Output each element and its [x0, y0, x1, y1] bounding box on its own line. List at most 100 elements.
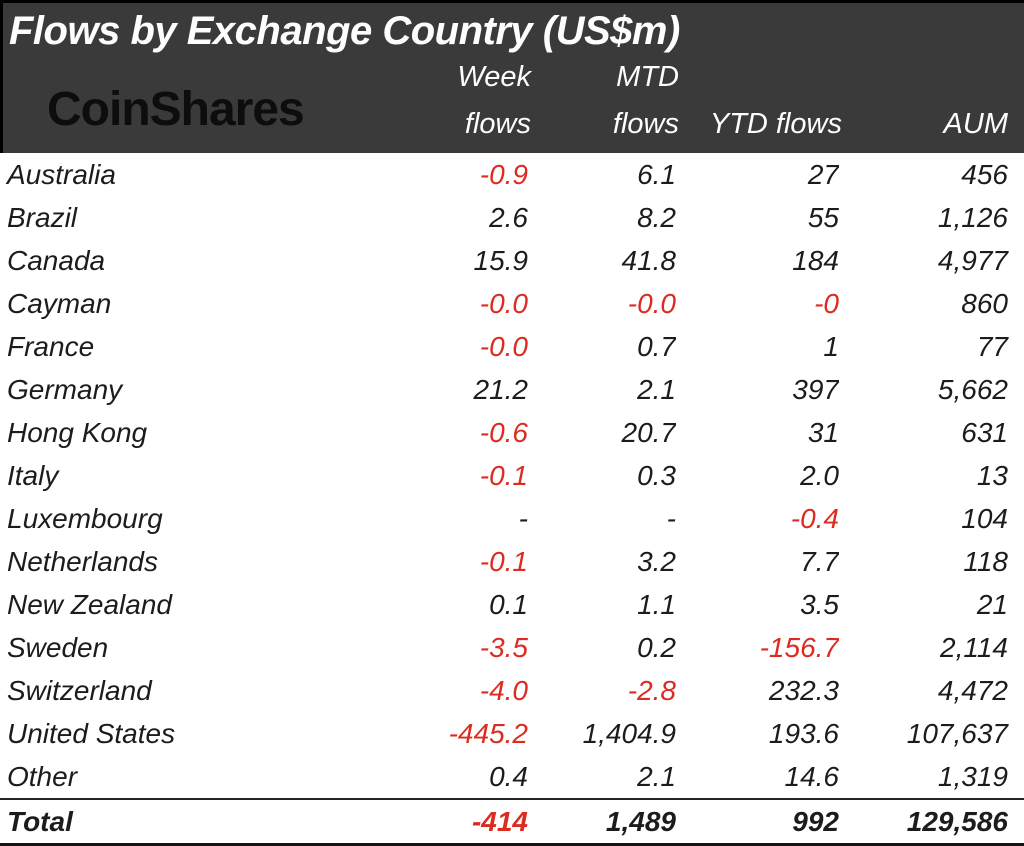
country-label: Other	[7, 760, 78, 792]
col-header-aum: AUM	[842, 101, 1024, 150]
col-header-mtd-flows: MTD flows	[531, 54, 679, 150]
aum-value: 1,319	[937, 760, 1008, 792]
col-header-text: flows	[464, 108, 531, 140]
column-header-row: CoinShares Week flows MTD flows YTD flow…	[3, 54, 1024, 150]
week-flow-value: 0.1	[489, 588, 528, 620]
week-flow-value: -0.0	[479, 287, 528, 319]
col-header-text: MTD	[616, 61, 679, 93]
mtd-flow-value: 0.2	[637, 631, 676, 663]
country-label: Netherlands	[7, 545, 158, 577]
aum-value: 5,662	[937, 373, 1008, 405]
aum-value: 21	[976, 588, 1008, 620]
ytd-flow-value: 14.6	[784, 760, 840, 792]
country-label: Canada	[7, 244, 106, 276]
col-header-text: Week	[457, 61, 531, 93]
mtd-flow-value: 1.1	[637, 588, 676, 620]
country-label: Germany	[7, 373, 123, 405]
week-flow-value: 2.6	[489, 201, 528, 233]
page-title: Flows by Exchange Country (US$m)	[9, 9, 680, 53]
aum-value: 107,637	[906, 717, 1008, 749]
table-row: Italy -0.1 0.3 2.0 13	[0, 454, 1024, 497]
mtd-flow-value: 20.7	[621, 416, 677, 448]
table-row: Brazil 2.6 8.2 55 1,126	[0, 196, 1024, 239]
country-label: Switzerland	[7, 674, 152, 706]
table-row: Canada 15.9 41.8 184 4,977	[0, 239, 1024, 282]
week-flow-value: 21.2	[473, 373, 529, 405]
week-flow-value: -4.0	[479, 674, 528, 706]
mtd-flow-value: 41.8	[621, 244, 677, 276]
table-row: Luxembourg - - -0.4 104	[0, 497, 1024, 540]
aum-value: 77	[976, 330, 1008, 362]
aum-value: 860	[961, 287, 1008, 319]
week-flow-value: -	[518, 502, 528, 534]
aum-value: 1,126	[937, 201, 1008, 233]
ytd-flow-value: 184	[792, 244, 839, 276]
table-row: Australia -0.9 6.1 27 456	[0, 153, 1024, 196]
total-aum-value: 129,586	[839, 798, 1024, 846]
mtd-flow-value: 2.1	[637, 760, 676, 792]
ytd-flow-value: -0.4	[790, 502, 839, 534]
ytd-flow-value: 27	[807, 158, 839, 190]
header: Flows by Exchange Country (US$m) CoinSha…	[0, 0, 1024, 153]
ytd-flow-value: 397	[792, 373, 839, 405]
week-flow-value: -0.1	[479, 459, 528, 491]
col-header-text: YTD flows	[709, 108, 842, 140]
table-row: United States -445.2 1,404.9 193.6 107,6…	[0, 712, 1024, 755]
country-label: Hong Kong	[7, 416, 148, 448]
country-label: Cayman	[7, 287, 112, 319]
ytd-flow-value: 193.6	[768, 717, 839, 749]
ytd-flow-value: 55	[807, 201, 839, 233]
aum-value: 2,114	[940, 631, 1008, 663]
table-row: Other 0.4 2.1 14.6 1,319	[0, 755, 1024, 799]
ytd-flow-value: 1	[823, 330, 839, 362]
flows-table: Australia -0.9 6.1 27 456 Brazil 2.6 8.2…	[0, 153, 1024, 846]
mtd-flow-value: 0.3	[637, 459, 676, 491]
mtd-flow-value: 8.2	[637, 201, 676, 233]
logo-cell: CoinShares	[3, 86, 390, 150]
week-flow-value: -3.5	[479, 631, 528, 663]
table-row: Switzerland -4.0 -2.8 232.3 4,472	[0, 669, 1024, 712]
country-label: New Zealand	[7, 588, 172, 620]
ytd-flow-value: 31	[807, 416, 839, 448]
aum-value: 4,977	[937, 244, 1008, 276]
country-label: Australia	[7, 158, 116, 190]
coinshares-logo: CoinShares	[47, 83, 305, 136]
country-label: France	[7, 330, 95, 362]
table-row: Germany 21.2 2.1 397 5,662	[0, 368, 1024, 411]
mtd-flow-value: -0.0	[627, 287, 676, 319]
ytd-flow-value: -0	[814, 287, 839, 319]
aum-value: 456	[961, 158, 1008, 190]
table-row: Hong Kong -0.6 20.7 31 631	[0, 411, 1024, 454]
ytd-flow-value: -156.7	[759, 631, 839, 663]
table-row: Sweden -3.5 0.2 -156.7 2,114	[0, 626, 1024, 669]
aum-value: 118	[963, 545, 1008, 577]
total-ytd-flow-value: 992	[676, 798, 839, 846]
ytd-flow-value: 232.3	[768, 674, 839, 706]
country-label: Sweden	[7, 631, 109, 663]
table-row: France -0.0 0.7 1 77	[0, 325, 1024, 368]
week-flow-value: -0.1	[479, 545, 528, 577]
ytd-flow-value: 3.5	[800, 588, 839, 620]
table-row: New Zealand 0.1 1.1 3.5 21	[0, 583, 1024, 626]
mtd-flow-value: -	[666, 502, 676, 534]
mtd-flow-value: 2.1	[637, 373, 676, 405]
total-mtd-flow-value: 1,489	[528, 798, 676, 846]
col-header-ytd-flows: YTD flows	[679, 101, 842, 150]
table-row: Netherlands -0.1 3.2 7.7 118	[0, 540, 1024, 583]
ytd-flow-value: 7.7	[800, 545, 839, 577]
country-label: Italy	[7, 459, 59, 491]
week-flow-value: 0.4	[489, 760, 528, 792]
total-week-flow-value: -414	[387, 798, 528, 846]
col-header-week-flows: Week flows	[390, 54, 531, 150]
mtd-flow-value: 3.2	[637, 545, 676, 577]
total-row: Total -414 1,489 992 129,586	[0, 798, 1024, 846]
week-flow-value: -445.2	[448, 717, 528, 749]
col-header-text: flows	[612, 108, 679, 140]
week-flow-value: -0.9	[479, 158, 528, 190]
table-row: Cayman -0.0 -0.0 -0 860	[0, 282, 1024, 325]
mtd-flow-value: 0.7	[637, 330, 676, 362]
country-label: Brazil	[7, 201, 78, 233]
aum-value: 13	[976, 459, 1008, 491]
aum-value: 104	[961, 502, 1008, 534]
